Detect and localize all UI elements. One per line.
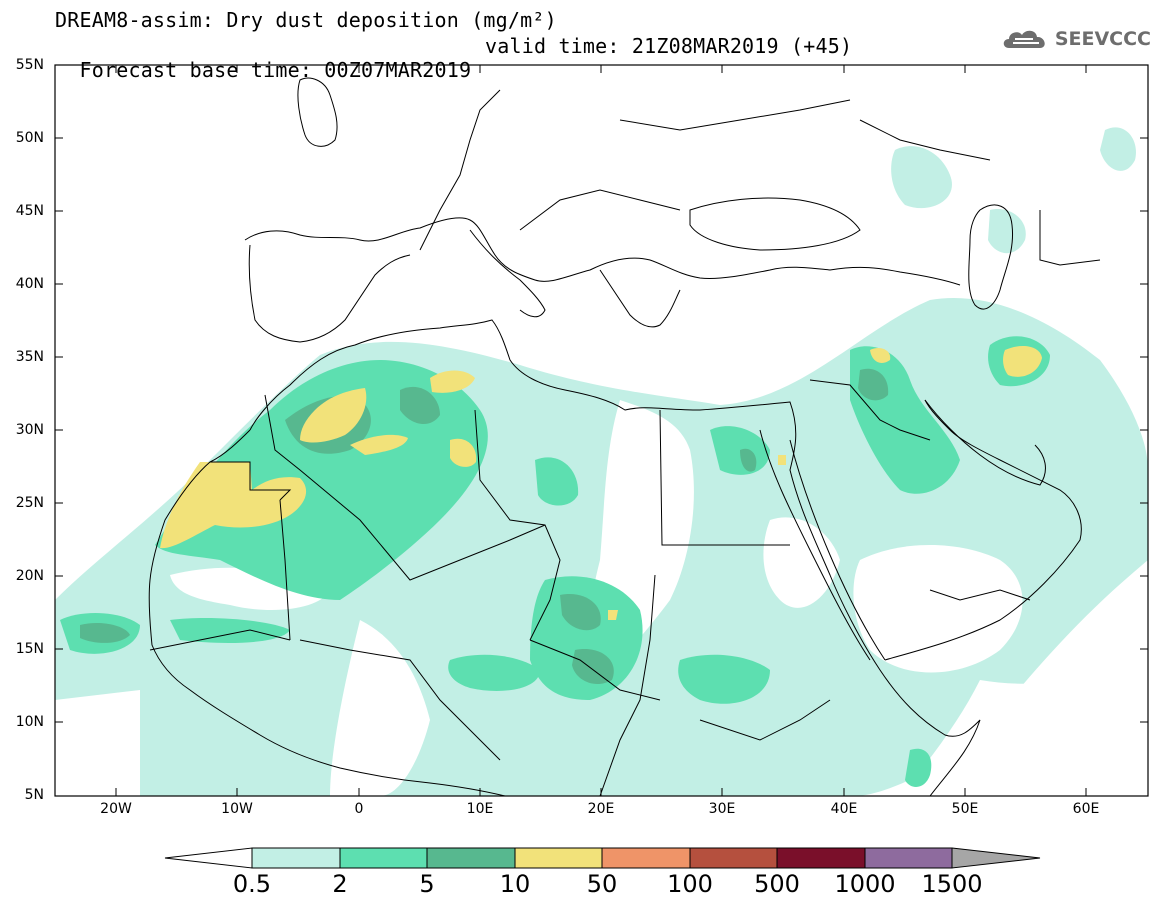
arabia-coast: [884, 399, 1082, 661]
lon-label: 10W: [221, 801, 253, 817]
colorbar-label: 50: [586, 870, 618, 898]
dust-fields: [55, 127, 1148, 796]
colorbar-swatch-1: [339, 847, 428, 869]
lon-label: 20W: [100, 801, 132, 817]
caspian-sea: [968, 204, 1014, 310]
logo-text: SEEVCCC: [1054, 28, 1151, 50]
border-1: [264, 394, 546, 581]
persian-gulf: [924, 399, 1046, 486]
europe-coastline: [244, 217, 961, 286]
colorbar: [164, 847, 1041, 869]
colorbar-label: 1500: [921, 870, 983, 898]
lat-label: 20N: [15, 568, 44, 584]
forecast-time-line: Forecast base time: 00Z07MAR2019 valid t…: [55, 34, 852, 106]
border-13: [1039, 210, 1101, 266]
lon-label: 20E: [587, 801, 615, 817]
colorbar-label: 2: [332, 870, 348, 898]
border-5: [279, 499, 291, 641]
lat-label: 30N: [15, 422, 44, 438]
colorbar-swatch-3: [514, 847, 603, 869]
lat-label: 10N: [15, 714, 44, 730]
coastlines-borders: [148, 77, 1101, 796]
border-4: [599, 574, 656, 796]
lon-label: 50E: [951, 801, 979, 817]
border-12: [929, 589, 1031, 601]
border-8: [299, 639, 501, 761]
colorbar-swatch-0: [251, 847, 341, 869]
lon-label: 60E: [1072, 801, 1100, 817]
seevccc-logo: SEEVCCC: [1001, 26, 1151, 52]
west-africa-coast: [148, 429, 506, 796]
colorbar-swatch-7: [864, 847, 953, 869]
colorbar-label: 10: [499, 870, 531, 898]
africa-coastline: [249, 319, 981, 796]
lat-label: 5N: [24, 787, 44, 803]
lon-label: 40E: [830, 801, 858, 817]
lat-label: 45N: [15, 203, 44, 219]
greece-coast: [599, 269, 681, 328]
border-17: [859, 119, 991, 161]
lat-label: 55N: [15, 57, 44, 73]
dust-level-10: [160, 346, 1042, 620]
red-sea-west: [759, 429, 871, 661]
map-title: DREAM8-assim: Dry dust deposition (mg/m²…: [55, 8, 557, 32]
italy-coast: [469, 229, 546, 318]
lat-label: 15N: [15, 641, 44, 657]
border-6: [210, 461, 292, 501]
colorbar-swatch-4: [601, 847, 691, 869]
lon-label: 10E: [466, 801, 494, 817]
uk-outline: [297, 77, 338, 147]
red-sea-east: [789, 439, 886, 661]
colorbar-low-arrow: [164, 847, 253, 869]
black-sea: [689, 197, 861, 251]
forecast-base-time: Forecast base time: 00Z07MAR2019: [79, 58, 472, 82]
colorbar-label: 1000: [834, 870, 896, 898]
lat-label: 50N: [15, 130, 44, 146]
colorbar-label: 100: [667, 870, 713, 898]
colorbar-label: 5: [419, 870, 435, 898]
iberia-coast: [248, 244, 411, 343]
border-2: [474, 409, 561, 641]
border-15: [519, 189, 681, 231]
border-14: [419, 89, 501, 251]
lat-label: 40N: [15, 276, 44, 292]
colorbar-label: 0.5: [232, 870, 272, 898]
border-10: [699, 699, 831, 741]
border-16: [619, 99, 851, 131]
colorbar-swatch-6: [776, 847, 866, 869]
border-3: [659, 409, 790, 546]
border-11: [809, 379, 931, 441]
colorbar-high-arrow: [951, 847, 1041, 869]
valid-time: valid time: 21Z08MAR2019 (+45): [485, 34, 853, 58]
border-7: [149, 629, 291, 651]
lon-label: 0: [354, 801, 364, 817]
axis-ticks: [55, 64, 1148, 796]
colorbar-swatch-2: [426, 847, 516, 869]
border-9: [529, 639, 661, 701]
lon-label: 30E: [708, 801, 736, 817]
lat-label: 25N: [15, 495, 44, 511]
lat-label: 35N: [15, 349, 44, 365]
cloud-icon: [1003, 30, 1045, 48]
colorbar-label: 500: [754, 870, 800, 898]
colorbar-swatch-5: [689, 847, 778, 869]
